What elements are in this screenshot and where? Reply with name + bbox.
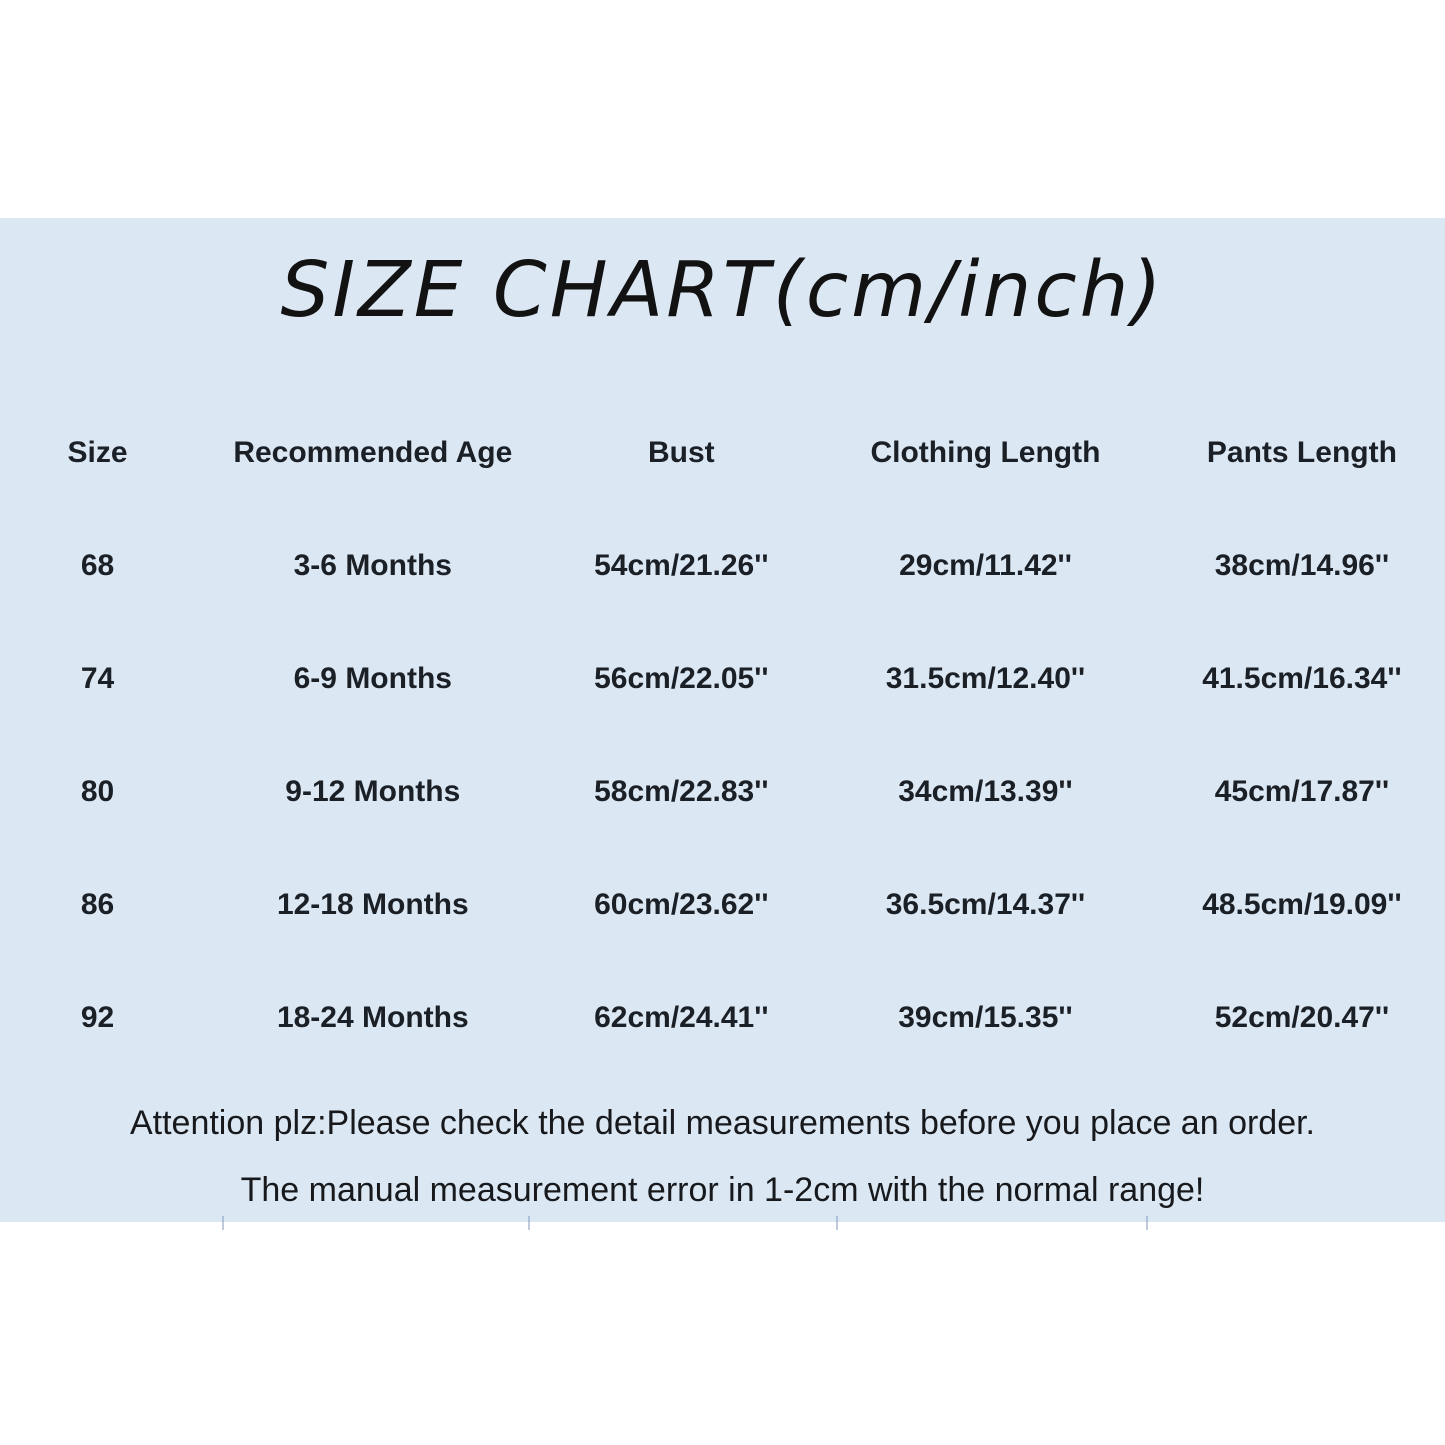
table-cell-bust: 54cm/21.26'' [594, 548, 769, 582]
table-cell-age: 12-18 Months [276, 887, 469, 921]
header-cell-size: Size [67, 435, 128, 469]
table-cell-size: 92 [80, 1000, 115, 1034]
table-header-row: Size Recommended Age Bust Clothing Lengt… [0, 396, 1445, 509]
header-cell-clothing-length: Clothing Length [870, 435, 1101, 469]
table-cell-age: 3-6 Months [293, 548, 452, 582]
column-divider-tick [222, 1216, 224, 1230]
table-cell-size: 74 [80, 661, 115, 695]
column-divider-tick [528, 1216, 530, 1230]
attention-note-line-1: Attention plz:Please check the detail me… [129, 1104, 1316, 1142]
table-cell-size: 68 [80, 548, 115, 582]
header-cell-bust: Bust [647, 435, 715, 469]
table-cell-age: 6-9 Months [293, 661, 452, 695]
table-cell-bust: 58cm/22.83'' [594, 774, 769, 808]
table-cell-bust: 60cm/23.62'' [594, 887, 769, 921]
table-cell-age: 18-24 Months [276, 1000, 469, 1034]
header-cell-pants-length: Pants Length [1206, 435, 1397, 469]
table-cell-pants-length: 41.5cm/16.34'' [1202, 661, 1402, 695]
size-chart-panel: SIZE CHART(cm/inch) Size Recommended Age… [0, 218, 1445, 1222]
table-cell-pants-length: 52cm/20.47'' [1214, 1000, 1390, 1034]
table-cell-clothing-length: 39cm/15.35'' [898, 1000, 1073, 1034]
attention-note-line-2: The manual measurement error in 1-2cm wi… [240, 1171, 1205, 1209]
table-cell-clothing-length: 34cm/13.39'' [898, 774, 1073, 808]
table-cell-clothing-length: 31.5cm/12.40'' [885, 661, 1086, 695]
table-row: 74 6-9 Months 56cm/22.05'' 31.5cm/12.40'… [0, 622, 1445, 735]
table-cell-pants-length: 38cm/14.96'' [1214, 548, 1390, 582]
table-cell-bust: 62cm/24.41'' [594, 1000, 769, 1034]
size-chart-title: SIZE CHART(cm/inch) [280, 246, 1165, 335]
table-cell-pants-length: 48.5cm/19.09'' [1202, 887, 1402, 921]
table-cell-pants-length: 45cm/17.87'' [1214, 774, 1390, 808]
column-divider-tick [1146, 1216, 1148, 1230]
table-cell-clothing-length: 29cm/11.42'' [899, 548, 1072, 582]
table-row: 86 12-18 Months 60cm/23.62'' 36.5cm/14.3… [0, 848, 1445, 961]
header-cell-recommended-age: Recommended Age [233, 435, 513, 469]
table-cell-age: 9-12 Months [285, 774, 461, 808]
attention-note: Attention plz:Please check the detail me… [0, 1090, 1445, 1224]
size-table: Size Recommended Age Bust Clothing Lengt… [0, 396, 1445, 1074]
table-row: 68 3-6 Months 54cm/21.26'' 29cm/11.42'' … [0, 509, 1445, 622]
table-cell-size: 80 [80, 774, 115, 808]
column-divider-tick [836, 1216, 838, 1230]
table-cell-size: 86 [80, 887, 115, 921]
table-cell-clothing-length: 36.5cm/14.37'' [885, 887, 1086, 921]
table-row: 80 9-12 Months 58cm/22.83'' 34cm/13.39''… [0, 735, 1445, 848]
table-row: 92 18-24 Months 62cm/24.41'' 39cm/15.35'… [0, 961, 1445, 1074]
table-cell-bust: 56cm/22.05'' [594, 661, 769, 695]
